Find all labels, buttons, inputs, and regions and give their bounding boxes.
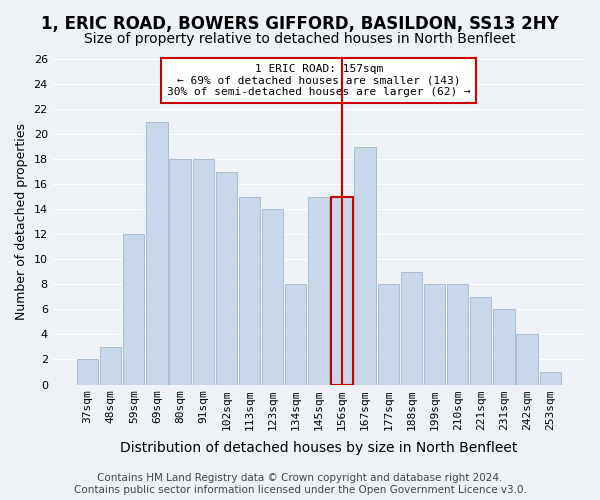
Bar: [239, 196, 260, 384]
Bar: [517, 334, 538, 384]
Y-axis label: Number of detached properties: Number of detached properties: [15, 124, 28, 320]
Bar: [77, 360, 98, 384]
Bar: [123, 234, 145, 384]
Text: Contains HM Land Registry data © Crown copyright and database right 2024.
Contai: Contains HM Land Registry data © Crown c…: [74, 474, 526, 495]
Bar: [100, 347, 121, 385]
Bar: [262, 209, 283, 384]
Bar: [331, 196, 353, 384]
Bar: [355, 146, 376, 384]
Text: Size of property relative to detached houses in North Benfleet: Size of property relative to detached ho…: [84, 32, 516, 46]
Bar: [285, 284, 307, 384]
Bar: [470, 297, 491, 384]
Bar: [493, 310, 515, 384]
X-axis label: Distribution of detached houses by size in North Benfleet: Distribution of detached houses by size …: [120, 441, 518, 455]
Bar: [447, 284, 468, 384]
Bar: [193, 159, 214, 384]
Bar: [308, 196, 329, 384]
Bar: [215, 172, 237, 384]
Bar: [539, 372, 561, 384]
Bar: [401, 272, 422, 384]
Bar: [146, 122, 167, 384]
Text: 1, ERIC ROAD, BOWERS GIFFORD, BASILDON, SS13 2HY: 1, ERIC ROAD, BOWERS GIFFORD, BASILDON, …: [41, 15, 559, 33]
Bar: [424, 284, 445, 384]
Bar: [169, 159, 191, 384]
Text: 1 ERIC ROAD: 157sqm
← 69% of detached houses are smaller (143)
30% of semi-detac: 1 ERIC ROAD: 157sqm ← 69% of detached ho…: [167, 64, 471, 97]
Bar: [377, 284, 399, 384]
